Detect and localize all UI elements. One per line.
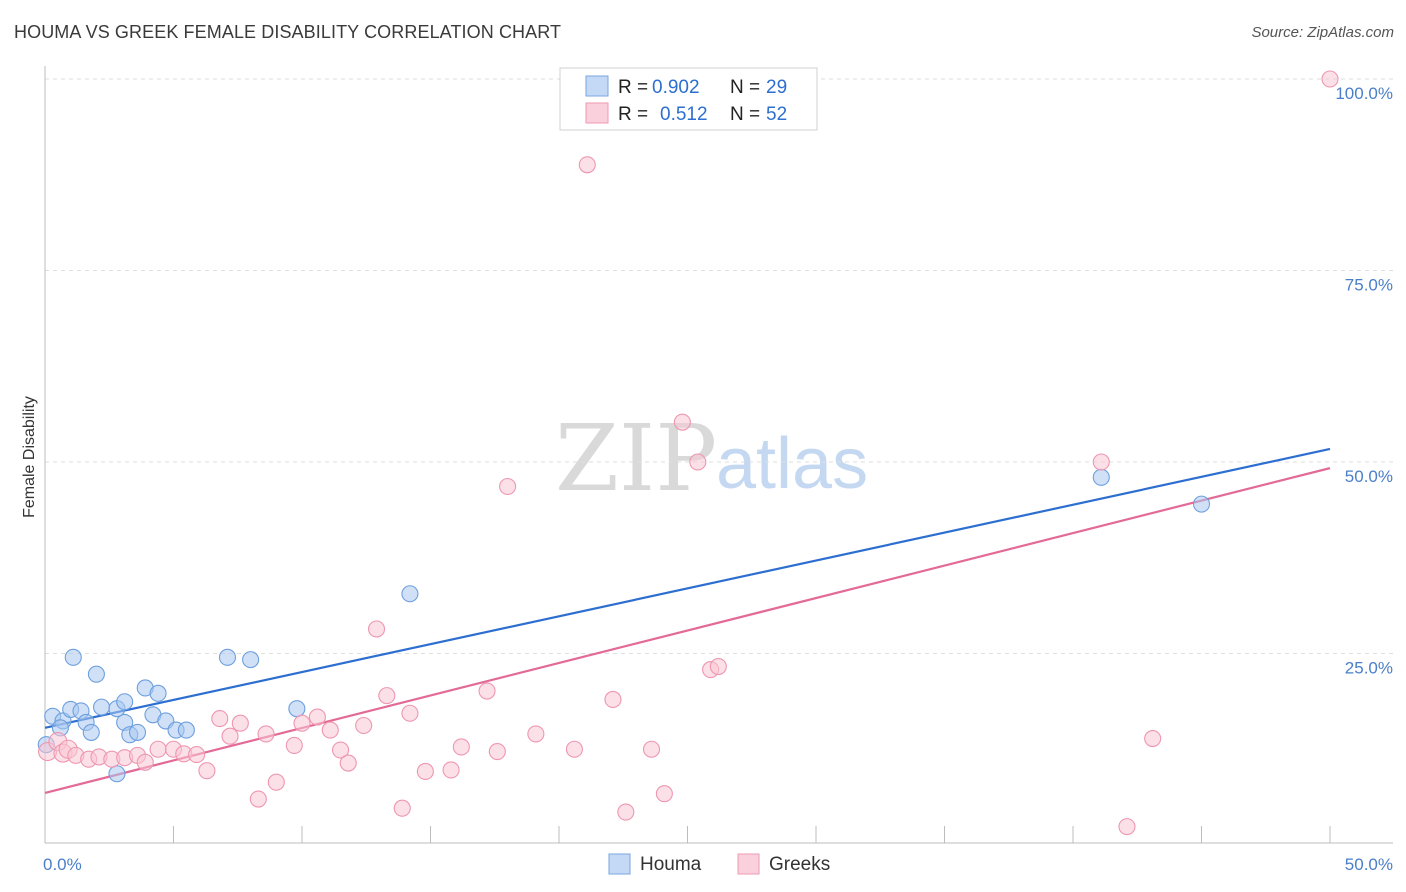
data-points	[37, 70, 1339, 836]
data-point-greeks	[499, 477, 517, 496]
data-point-greeks	[617, 803, 635, 821]
data-point-greeks	[1092, 453, 1110, 471]
data-point-greeks	[308, 708, 326, 726]
data-point-greeks	[1118, 818, 1136, 836]
data-point-greeks	[689, 453, 707, 471]
data-point-greeks	[527, 725, 545, 743]
y-tick-label: 100.0%	[1335, 84, 1393, 103]
y-axis-label: Female Disability	[21, 396, 38, 518]
data-point-greeks	[221, 727, 239, 745]
data-point-houma	[242, 651, 260, 669]
legend-r-value-greeks: 0.512	[660, 104, 708, 125]
legend-r-label-greeks: R =	[618, 104, 648, 125]
data-point-greeks	[211, 710, 229, 728]
trend-line-greeks	[44, 467, 1331, 794]
data-point-greeks	[285, 736, 303, 754]
data-point-houma	[116, 693, 134, 711]
data-point-greeks	[709, 657, 727, 676]
trend-line-houma	[44, 447, 1331, 729]
grid	[45, 78, 1393, 654]
data-point-greeks	[565, 740, 583, 758]
data-point-houma	[87, 665, 105, 683]
data-point-houma	[288, 700, 306, 718]
data-point-greeks	[188, 746, 206, 764]
y-tick-label: 50.0%	[1345, 467, 1393, 486]
data-point-greeks	[321, 721, 339, 739]
data-point-greeks	[488, 742, 506, 761]
chart-title: HOUMA VS GREEK FEMALE DISABILITY CORRELA…	[14, 22, 562, 42]
data-point-greeks	[604, 690, 622, 709]
data-point-greeks	[149, 740, 167, 758]
data-point-houma	[218, 648, 237, 666]
x-tick-label: 50.0%	[1345, 855, 1393, 874]
series-legend: Houma Greeks	[608, 853, 830, 875]
data-point-houma	[177, 721, 195, 739]
data-point-greeks	[339, 754, 357, 772]
data-point-greeks	[293, 714, 311, 732]
legend-swatch-houma	[585, 75, 609, 97]
data-point-greeks	[267, 773, 285, 791]
data-point-greeks	[655, 785, 673, 803]
data-point-greeks	[478, 682, 496, 700]
legend-n-label-houma: N =	[730, 77, 760, 98]
data-point-greeks	[642, 740, 661, 758]
data-point-houma	[82, 723, 100, 741]
data-point-greeks	[401, 704, 419, 722]
data-point-greeks	[249, 790, 267, 808]
source-credit: Source: ZipAtlas.com	[1251, 24, 1394, 41]
bottom-legend-label-greeks: Greeks	[769, 854, 830, 875]
bottom-legend-swatch-greeks	[737, 853, 760, 875]
bottom-legend-label-houma: Houma	[640, 854, 702, 875]
y-tick-label: 75.0%	[1345, 276, 1393, 295]
tick-labels: 25.0% 50.0% 75.0% 100.0% 0.0% 50.0%	[43, 84, 1393, 874]
data-point-houma	[401, 585, 419, 603]
data-point-greeks	[393, 799, 411, 817]
data-point-greeks	[198, 762, 216, 780]
data-point-greeks	[367, 620, 386, 638]
legend-swatch-greeks	[585, 102, 609, 124]
data-point-houma	[128, 723, 147, 741]
data-point-greeks	[452, 738, 470, 756]
data-point-houma	[149, 684, 167, 702]
data-point-greeks	[378, 687, 396, 705]
data-point-greeks	[442, 761, 460, 779]
data-point-greeks	[416, 762, 434, 781]
data-point-houma	[64, 648, 82, 666]
stats-legend: R = 0.902 N = 29 R = 0.512 N = 52	[559, 67, 818, 131]
x-tick-label: 0.0%	[43, 855, 82, 874]
data-point-houma	[108, 765, 126, 783]
legend-n-label-greeks: N =	[730, 104, 760, 125]
legend-n-value-greeks: 52	[766, 104, 787, 125]
data-point-greeks	[231, 714, 249, 732]
bottom-legend-swatch-houma	[608, 853, 631, 875]
data-point-greeks	[1144, 729, 1162, 748]
y-tick-label: 25.0%	[1345, 659, 1393, 678]
data-point-greeks	[1321, 70, 1339, 88]
watermark-atlas: atlas	[716, 424, 868, 504]
legend-n-value-houma: 29	[766, 77, 787, 98]
data-point-houma	[1192, 495, 1211, 513]
data-point-greeks	[578, 156, 596, 174]
data-point-greeks	[673, 413, 691, 431]
data-point-greeks	[355, 716, 373, 735]
data-point-greeks	[257, 725, 275, 743]
data-point-houma	[1092, 468, 1110, 486]
legend-r-value-houma: 0.902	[652, 77, 700, 98]
data-point-greeks	[331, 741, 350, 759]
data-point-houma	[92, 698, 111, 716]
watermark: ZIP atlas	[555, 405, 868, 512]
legend-r-label-houma: R =	[618, 77, 648, 98]
data-point-greeks	[136, 753, 154, 771]
